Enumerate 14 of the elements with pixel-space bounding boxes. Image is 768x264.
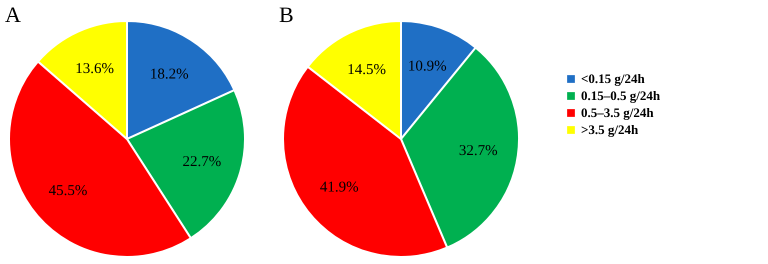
data-label: 18.2% bbox=[150, 66, 189, 82]
chart-title: B bbox=[279, 2, 294, 27]
legend-label: >3.5 g/24h bbox=[581, 122, 640, 137]
data-label: 13.6% bbox=[75, 61, 114, 78]
legend-label: <0.15 g/24h bbox=[581, 71, 646, 86]
data-label: 45.5% bbox=[48, 183, 88, 200]
legend-label: 0.15–0.5 g/24h bbox=[581, 88, 661, 103]
legend-label: 0.5–3.5 g/24h bbox=[581, 105, 654, 120]
data-label: 22.7% bbox=[182, 154, 222, 170]
chart-title: A bbox=[5, 2, 21, 27]
data-label: 41.9% bbox=[320, 180, 359, 196]
data-label: 32.7% bbox=[458, 142, 498, 159]
data-label: 10.9% bbox=[408, 58, 447, 75]
data-label: 14.5% bbox=[347, 62, 386, 78]
